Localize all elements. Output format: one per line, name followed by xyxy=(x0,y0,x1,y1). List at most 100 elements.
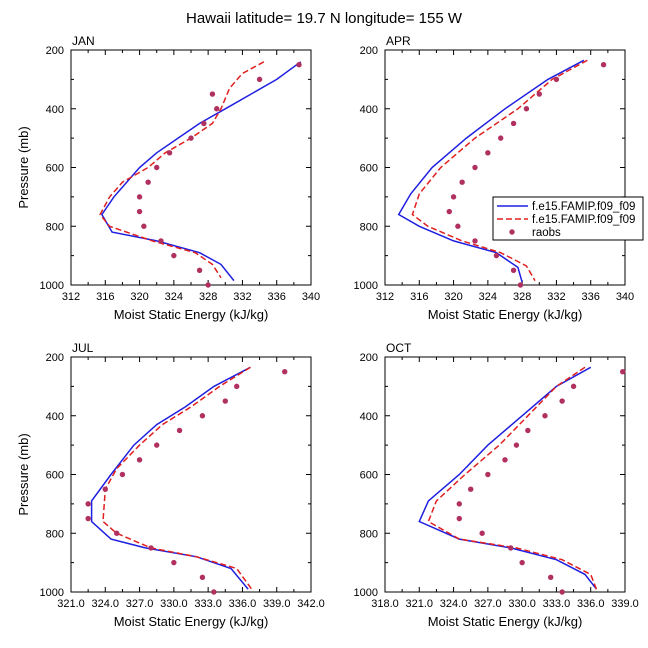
raobs-point xyxy=(548,574,554,581)
x-tick-label: 321.0 xyxy=(406,598,434,610)
raobs-point xyxy=(536,91,542,97)
x-axis-label-jul: Moist Static Energy (kJ/kg) xyxy=(114,614,269,629)
x-tick-label: 327.0 xyxy=(474,598,502,610)
raobs-point xyxy=(468,486,474,492)
raobs-point xyxy=(479,530,485,536)
panel-title-oct: OCT xyxy=(386,341,412,355)
x-tick-label: 316 xyxy=(410,291,428,303)
y-axis-label-jan: Pressure (mb) xyxy=(16,126,31,208)
plot-frame-oct xyxy=(384,356,626,593)
raobs-point xyxy=(472,164,478,171)
raobs-point xyxy=(498,135,504,141)
x-tick-label: 336.0 xyxy=(577,598,605,610)
raobs-point xyxy=(282,368,288,375)
raobs-point xyxy=(85,515,91,522)
panel-apr: APR 312 316 320 324 328 332 336 340 200 400 600 800 1… xyxy=(354,34,635,322)
y-tick-label: 200 xyxy=(360,45,378,57)
raobs-point xyxy=(455,223,461,229)
legend-label-model1: f.e15.FAMIP.f09_f09 xyxy=(532,201,635,213)
x-tick-label: 328 xyxy=(199,291,217,303)
raobs-point xyxy=(620,368,626,375)
y-tick-label: 1000 xyxy=(354,280,378,292)
legend-label-model2: f.e15.FAMIP.f09_f09 xyxy=(532,214,635,226)
x-tick-label: 332 xyxy=(547,291,565,303)
legend-label-raobs: raobs xyxy=(532,227,561,239)
x-tick-label: 330.0 xyxy=(508,598,536,610)
x-tick-label: 327.0 xyxy=(126,598,154,610)
y-tick-label: 800 xyxy=(360,528,378,540)
x-tick-label: 316 xyxy=(96,291,114,303)
x-tick-label: 333.0 xyxy=(543,598,571,610)
raobs-point xyxy=(553,76,560,83)
y-tick-label: 1000 xyxy=(40,280,64,292)
raobs-point xyxy=(256,76,263,83)
raobs-point xyxy=(136,457,143,463)
x-tick-label: 328 xyxy=(513,291,531,303)
x-tick-label: 336 xyxy=(582,291,600,303)
panel-jan: JAN 312 316 320 324 328 332 336 340 200 400 600 800 1… xyxy=(16,34,320,322)
raobs-point xyxy=(205,282,211,288)
raobs-point xyxy=(188,135,194,141)
raobs-point xyxy=(485,471,491,478)
x-tick-label: 336.0 xyxy=(229,598,257,610)
raobs-point xyxy=(114,530,120,536)
x-tick-label: 339.0 xyxy=(611,598,639,610)
y-tick-label: 600 xyxy=(360,163,378,175)
raobs-point xyxy=(145,179,151,185)
raobs-point xyxy=(523,106,530,112)
series-line-model2-jan xyxy=(99,61,265,279)
raobs-point xyxy=(234,383,240,390)
x-tick-label: 324.0 xyxy=(92,598,120,610)
raobs-point xyxy=(154,164,160,171)
x-tick-label: 318.0 xyxy=(371,598,399,610)
raobs-point xyxy=(459,179,465,185)
panel-jul: JUL 321.0 324.0 327.0 330.0 333.0 336.0 339.0 34… xyxy=(16,341,325,629)
x-tick-label: 340 xyxy=(302,291,320,303)
x-tick-label: 312 xyxy=(376,291,394,303)
raobs-point xyxy=(119,471,126,478)
panel-title-apr: APR xyxy=(386,34,411,48)
x-tick-label: 342.0 xyxy=(297,598,325,610)
x-tick-label: 336 xyxy=(268,291,286,303)
raobs-point xyxy=(485,150,491,156)
series-line-model1-jan xyxy=(101,61,302,282)
plot-frame-jul xyxy=(70,356,312,593)
raobs-point xyxy=(136,208,143,215)
raobs-point xyxy=(519,559,525,566)
x-axis-label-apr: Moist Static Energy (kJ/kg) xyxy=(428,307,583,322)
y-tick-label: 400 xyxy=(360,411,378,423)
raobs-point xyxy=(201,120,207,127)
raobs-point xyxy=(214,106,220,112)
raobs-point xyxy=(456,501,462,507)
x-axis-label-jan: Moist Static Energy (kJ/kg) xyxy=(114,307,269,322)
raobs-point xyxy=(148,545,154,551)
x-tick-label: 330.0 xyxy=(160,598,188,610)
panels: JAN 312 316 320 324 328 332 336 340 200 400 600 800 1… xyxy=(16,34,639,629)
raobs-point xyxy=(542,413,548,419)
y-tick-label: 1000 xyxy=(354,587,378,599)
raobs-point xyxy=(102,486,108,492)
raobs-point xyxy=(510,120,517,127)
raobs-point xyxy=(508,545,514,551)
raobs-point xyxy=(154,442,160,448)
raobs-point xyxy=(136,194,143,200)
raobs-point xyxy=(166,150,173,156)
raobs-point xyxy=(450,194,457,200)
y-tick-label: 800 xyxy=(46,528,64,540)
x-axis-label-oct: Moist Static Energy (kJ/kg) xyxy=(428,614,583,629)
x-tick-label: 324 xyxy=(479,291,497,303)
x-tick-label: 340 xyxy=(616,291,634,303)
x-tick-label: 324 xyxy=(165,291,183,303)
y-tick-label: 1000 xyxy=(40,587,64,599)
series-line-model1-oct xyxy=(418,366,597,590)
series-line-model1-apr xyxy=(397,59,585,283)
plot-frame-apr xyxy=(384,49,626,286)
raobs-point xyxy=(209,91,216,97)
raobs-point xyxy=(600,61,607,68)
raobs-point xyxy=(446,208,452,215)
y-tick-label: 200 xyxy=(46,352,64,364)
y-tick-label: 200 xyxy=(360,352,378,364)
x-tick-label: 324.0 xyxy=(440,598,468,610)
y-tick-label: 400 xyxy=(46,104,64,116)
